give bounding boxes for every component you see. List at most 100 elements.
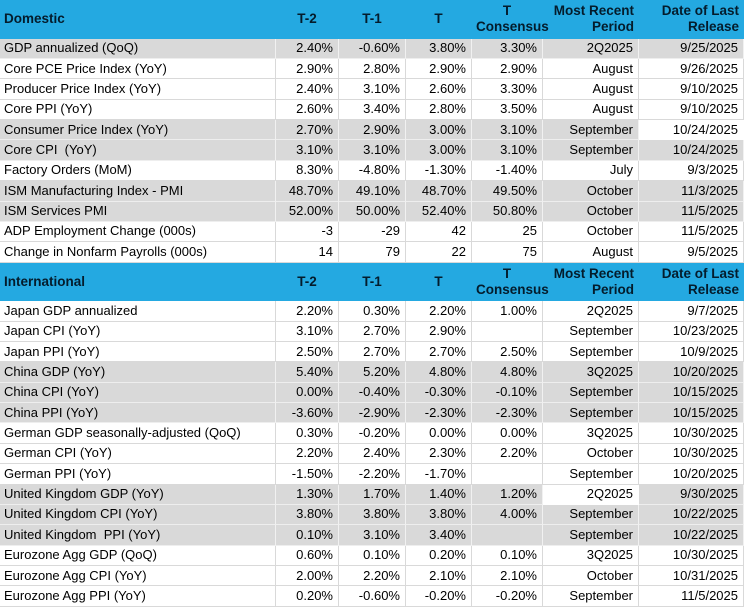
value-cell[interactable]: -3 — [276, 221, 339, 243]
value-cell[interactable]: -0.40% — [339, 382, 406, 404]
value-cell[interactable]: 2.90% — [472, 59, 543, 80]
value-cell[interactable]: 3.80% — [339, 504, 406, 526]
value-cell[interactable]: 2Q2025 — [543, 484, 639, 505]
value-cell[interactable]: 0.20% — [406, 545, 472, 566]
value-cell[interactable]: 3Q2025 — [543, 545, 639, 566]
value-cell[interactable]: 1.00% — [472, 301, 543, 322]
value-cell[interactable]: October — [543, 221, 639, 243]
value-cell[interactable]: 2.50% — [472, 342, 543, 363]
row-label[interactable]: Japan CPI (YoY) — [0, 321, 276, 343]
value-cell[interactable]: -0.60% — [339, 38, 406, 60]
value-cell[interactable]: 2Q2025 — [543, 38, 639, 60]
value-cell[interactable]: -2.30% — [472, 403, 543, 424]
value-cell[interactable]: 4.00% — [472, 504, 543, 526]
value-cell[interactable]: October — [543, 566, 639, 587]
value-cell[interactable]: 10/30/2025 — [639, 443, 744, 465]
value-cell[interactable]: September — [543, 403, 639, 424]
value-cell[interactable]: 10/24/2025 — [639, 140, 744, 161]
value-cell[interactable]: 3.10% — [276, 140, 339, 161]
row-label[interactable]: GDP annualized (QoQ) — [0, 38, 276, 60]
value-cell[interactable]: 2.40% — [276, 79, 339, 100]
value-cell[interactable]: 0.00% — [276, 382, 339, 404]
value-cell[interactable]: 2.60% — [406, 79, 472, 100]
value-cell[interactable]: 3Q2025 — [543, 423, 639, 444]
column-header[interactable]: T — [406, 0, 472, 39]
value-cell[interactable]: 3.80% — [406, 504, 472, 526]
value-cell[interactable]: 48.70% — [276, 181, 339, 202]
row-label[interactable]: German CPI (YoY) — [0, 443, 276, 465]
value-cell[interactable]: 2.90% — [406, 59, 472, 80]
value-cell[interactable]: 10/30/2025 — [639, 423, 744, 444]
value-cell[interactable]: 3.10% — [339, 140, 406, 161]
value-cell[interactable]: 3.00% — [406, 140, 472, 161]
value-cell[interactable]: September — [543, 140, 639, 161]
row-label[interactable]: Consumer Price Index (YoY) — [0, 120, 276, 141]
value-cell[interactable]: 10/23/2025 — [639, 321, 744, 343]
value-cell[interactable]: 2.30% — [406, 443, 472, 465]
value-cell[interactable]: 3.00% — [406, 120, 472, 141]
value-cell[interactable]: 9/7/2025 — [639, 301, 744, 322]
row-label[interactable]: China GDP (YoY) — [0, 362, 276, 383]
value-cell[interactable]: -0.20% — [472, 586, 543, 607]
value-cell[interactable]: 50.80% — [472, 201, 543, 222]
value-cell[interactable]: 2.20% — [472, 443, 543, 465]
value-cell[interactable]: 0.20% — [276, 586, 339, 607]
value-cell[interactable]: 52.40% — [406, 201, 472, 222]
value-cell[interactable]: 10/20/2025 — [639, 464, 744, 485]
value-cell[interactable]: September — [543, 321, 639, 343]
row-label[interactable]: German GDP seasonally-adjusted (QoQ) — [0, 423, 276, 444]
row-label[interactable]: Factory Orders (MoM) — [0, 160, 276, 182]
value-cell[interactable]: 10/20/2025 — [639, 362, 744, 383]
value-cell[interactable]: August — [543, 242, 639, 263]
value-cell[interactable]: 2.80% — [406, 99, 472, 121]
value-cell[interactable]: September — [543, 382, 639, 404]
row-label[interactable]: German PPI (YoY) — [0, 464, 276, 485]
value-cell[interactable]: 3.10% — [339, 525, 406, 546]
value-cell[interactable]: -29 — [339, 221, 406, 243]
value-cell[interactable] — [472, 464, 543, 485]
value-cell[interactable]: -1.70% — [406, 464, 472, 485]
row-label[interactable]: Change in Nonfarm Payrolls (000s) — [0, 242, 276, 263]
value-cell[interactable]: -0.20% — [339, 423, 406, 444]
section-title[interactable]: International — [0, 262, 276, 302]
value-cell[interactable]: 9/5/2025 — [639, 242, 744, 263]
value-cell[interactable]: 3.10% — [472, 120, 543, 141]
value-cell[interactable]: 2.20% — [339, 566, 406, 587]
value-cell[interactable]: 9/3/2025 — [639, 160, 744, 182]
value-cell[interactable]: 11/5/2025 — [639, 201, 744, 222]
value-cell[interactable]: October — [543, 443, 639, 465]
column-header[interactable]: T-1 — [339, 0, 406, 39]
value-cell[interactable]: 11/5/2025 — [639, 586, 744, 607]
value-cell[interactable]: 49.50% — [472, 181, 543, 202]
value-cell[interactable]: 79 — [339, 242, 406, 263]
row-label[interactable]: Eurozone Agg GDP (QoQ) — [0, 545, 276, 566]
value-cell[interactable]: -4.80% — [339, 160, 406, 182]
value-cell[interactable]: -2.30% — [406, 403, 472, 424]
value-cell[interactable]: 10/24/2025 — [639, 120, 744, 141]
value-cell[interactable]: September — [543, 120, 639, 141]
value-cell[interactable]: August — [543, 99, 639, 121]
value-cell[interactable]: 0.00% — [472, 423, 543, 444]
row-label[interactable]: United Kingdom GDP (YoY) — [0, 484, 276, 505]
value-cell[interactable]: 0.00% — [406, 423, 472, 444]
value-cell[interactable]: 2.20% — [406, 301, 472, 322]
value-cell[interactable]: 3.10% — [276, 321, 339, 343]
value-cell[interactable]: -1.40% — [472, 160, 543, 182]
value-cell[interactable]: 4.80% — [472, 362, 543, 383]
value-cell[interactable]: 10/15/2025 — [639, 382, 744, 404]
value-cell[interactable]: 75 — [472, 242, 543, 263]
column-header[interactable]: T — [406, 262, 472, 302]
value-cell[interactable]: 3.10% — [472, 140, 543, 161]
value-cell[interactable]: 2.70% — [276, 120, 339, 141]
row-label[interactable]: ISM Services PMI — [0, 201, 276, 222]
value-cell[interactable]: -2.90% — [339, 403, 406, 424]
value-cell[interactable]: 22 — [406, 242, 472, 263]
value-cell[interactable]: 3.80% — [276, 504, 339, 526]
value-cell[interactable]: September — [543, 525, 639, 546]
value-cell[interactable]: 2.70% — [406, 342, 472, 363]
value-cell[interactable]: 3.10% — [339, 79, 406, 100]
row-label[interactable]: ADP Employment Change (000s) — [0, 221, 276, 243]
value-cell[interactable]: October — [543, 201, 639, 222]
value-cell[interactable]: 2Q2025 — [543, 301, 639, 322]
value-cell[interactable]: 10/22/2025 — [639, 525, 744, 546]
